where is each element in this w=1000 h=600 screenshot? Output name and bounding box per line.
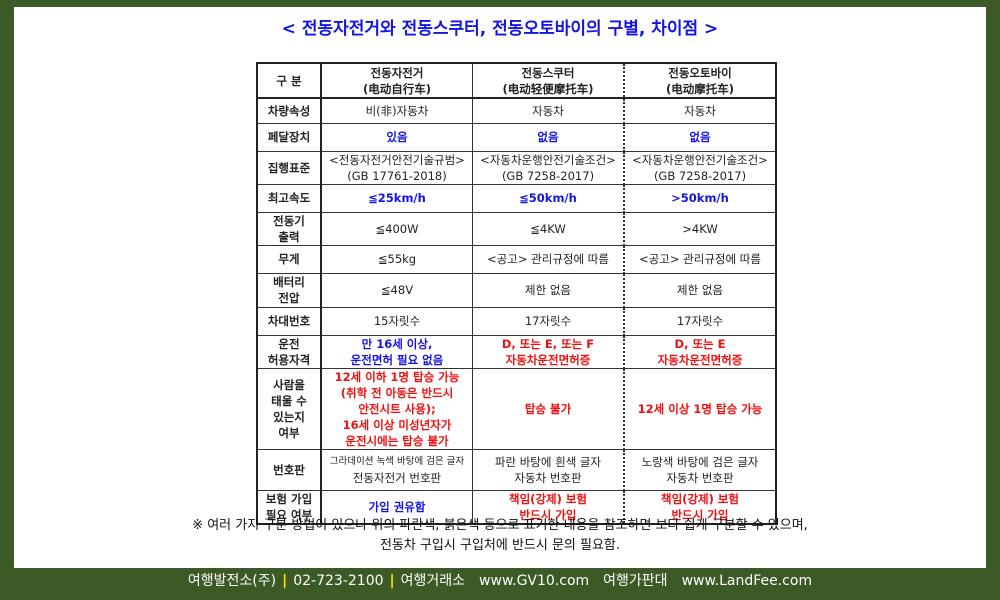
table-cell: ≦55kg — [320, 244, 473, 274]
site2-name: 여행가판대 — [603, 573, 668, 589]
table-cell: <자동차운행안전기술조건> (GB 7258-2017) — [472, 150, 625, 185]
table-cell: 파란 바탕에 흰색 글자 자동차 번호판 — [472, 448, 625, 491]
table-cell: <자동차운행안전기술조건> (GB 7258-2017) — [623, 150, 777, 185]
table-cell: 만 16세 이상, 운전면허 필요 없음 — [320, 334, 473, 369]
table-cell: >4KW — [623, 211, 777, 246]
cell-line: 전동자전거 번호판 — [352, 470, 442, 485]
page-title: < 전동자전거와 전동스쿠터, 전동오토바이의 구별, 차이점 > — [281, 19, 719, 39]
table-row: 최고속도 ≦25km/h ≦50km/h >50km/h — [256, 183, 777, 213]
table-cell: 제한 없음 — [472, 272, 625, 308]
row-label: 사람을 태울 수 있는지 여부 — [256, 367, 322, 450]
separator: | — [389, 573, 395, 589]
table-header-row: 구 분 전동자전거 (电动自行车) 전동스쿠터 (电动轻便摩托车) 전동오토바이 (电… — [256, 62, 777, 99]
table-row: 전동기 출력 ≦400W ≦4KW >4KW — [256, 211, 777, 246]
row-label: 무게 — [256, 244, 322, 274]
company-name: 여행발전소(주) — [187, 573, 277, 589]
table-row: 운전 허용자격 만 16세 이상, 운전면허 필요 없음 D, 또는 E, 또는 F… — [256, 334, 777, 369]
row-label: 차대번호 — [256, 306, 322, 336]
table-cell: 15자릿수 — [320, 306, 473, 336]
table-cell: 없음 — [472, 122, 625, 152]
table-cell: <전동자전거안전기술규범> (GB 17761-2018) — [320, 150, 473, 185]
table-row: 사람을 태울 수 있는지 여부 12세 이하 1명 탑승 가능 (취학 전 아동은… — [256, 367, 777, 450]
table-cell: 자동차 — [472, 97, 625, 124]
separator: | — [282, 573, 288, 589]
table-cell: ≦48V — [320, 272, 473, 308]
table-cell: 책임(강제) 보험 반드시 가입 — [623, 489, 777, 525]
site1-name: 여행거래소 — [400, 573, 466, 589]
table-cell: <공고> 관리규정에 따름 — [623, 244, 777, 274]
table-cell: 비(非)자동차 — [320, 97, 473, 124]
site1-link[interactable]: www.GV10.com — [479, 573, 590, 589]
table-cell: 책임(강제) 보험 반드시 가입 — [472, 489, 625, 525]
table-row: 무게 ≦55kg <공고> 관리규정에 따름 <공고> 관리규정에 따름 — [256, 244, 777, 274]
table-row: 차량속성 비(非)자동차 자동차 자동차 — [256, 97, 777, 124]
footer-bar: 여행발전소(주) | 02-723-2100 | 여행거래소 www.GV10.com 여행… — [0, 568, 1000, 600]
row-label: 운전 허용자격 — [256, 334, 322, 369]
row-label: 페달장치 — [256, 122, 322, 152]
table-cell: 노랑색 바탕에 검은 글자 자동차 번호판 — [623, 448, 777, 491]
table-row: 배터리 전압 ≦48V 제한 없음 제한 없음 — [256, 272, 777, 308]
table-cell: <공고> 관리규정에 따름 — [472, 244, 625, 274]
row-label: 최고속도 — [256, 183, 322, 213]
table-cell: 17자릿수 — [472, 306, 625, 336]
cell-line: 그라데이션 녹색 바탕에 검은 글자 — [329, 455, 465, 467]
table-cell: 제한 없음 — [623, 272, 777, 308]
table-cell: 12세 이하 1명 탑승 가능 (취학 전 아동은 반드시 안전시트 사용); … — [320, 367, 473, 450]
table-cell: ≦400W — [320, 211, 473, 246]
table-cell: ≦25km/h — [320, 183, 473, 213]
row-label: 전동기 출력 — [256, 211, 322, 246]
comparison-table: 구 분 전동자전거 (电动自行车) 전동스쿠터 (电动轻便摩托车) 전동오토바이 (电… — [256, 62, 777, 525]
table-cell: D, 또는 E 자동차운전면허증 — [623, 334, 777, 369]
phone-number: 02-723-2100 — [293, 573, 384, 589]
table-cell: 탑승 불가 — [472, 367, 625, 450]
table-cell: 가입 권유함 — [320, 489, 473, 525]
table-row: 차대번호 15자릿수 17자릿수 17자릿수 — [256, 306, 777, 336]
table-row: 페달장치 있음 없음 없음 — [256, 122, 777, 152]
column-header: 전동자전거 (电动自行车) — [320, 62, 473, 99]
table-cell: ≦4KW — [472, 211, 625, 246]
table-cell: 17자릿수 — [623, 306, 777, 336]
table-cell: >50km/h — [623, 183, 777, 213]
table-cell: D, 또는 E, 또는 F 자동차운전면허증 — [472, 334, 625, 369]
table-row: 보험 가입 필요 여부 가입 권유함 책임(강제) 보험 반드시 가입 책임(강제) … — [256, 489, 777, 525]
table-row: 집행표준 <전동자전거안전기술규범> (GB 17761-2018) <자동차운행안… — [256, 150, 777, 185]
row-label: 집행표준 — [256, 150, 322, 185]
row-label: 차량속성 — [256, 97, 322, 124]
column-header: 전동스쿠터 (电动轻便摩托车) — [472, 62, 625, 99]
table-cell: 자동차 — [623, 97, 777, 124]
site2-link[interactable]: www.LandFee.com — [681, 573, 813, 589]
table-cell: 없음 — [623, 122, 777, 152]
table-cell: ≦50km/h — [472, 183, 625, 213]
footnote: ※ 여러 가지 구분 방법이 있으나 위의 파란색, 붉은색 등으로 표기한 내… — [192, 518, 808, 553]
row-label: 배터리 전압 — [256, 272, 322, 308]
table-cell: 12세 이상 1명 탑승 가능 — [623, 367, 777, 450]
row-label: 보험 가입 필요 여부 — [256, 489, 322, 525]
table-row: 번호판 그라데이션 녹색 바탕에 검은 글자 전동자전거 번호판 파란 바탕에 흰색 … — [256, 448, 777, 491]
row-label: 번호판 — [256, 448, 322, 491]
column-header: 전동오토바이 (电动摩托车) — [623, 62, 777, 99]
table-cell: 있음 — [320, 122, 473, 152]
column-header: 구 분 — [256, 62, 322, 99]
